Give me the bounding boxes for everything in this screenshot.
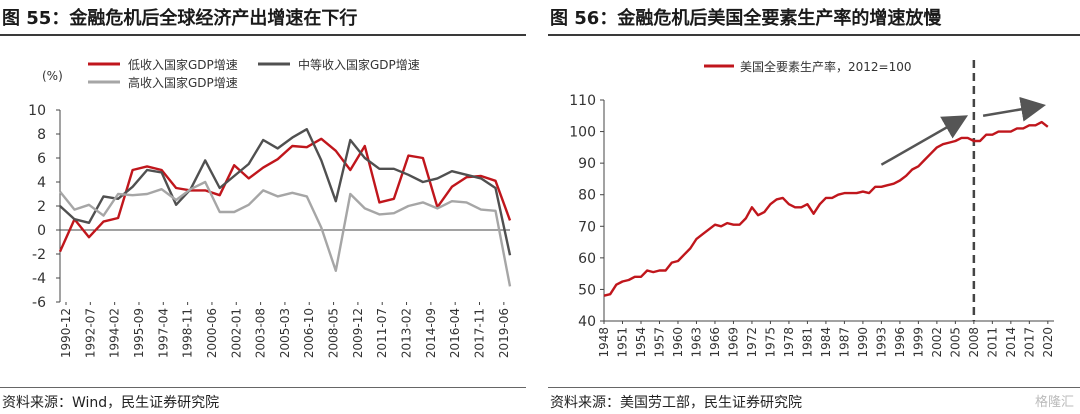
y-tick-label: 70 — [578, 219, 596, 235]
y-tick-label: 2 — [37, 199, 46, 215]
x-tick-label: 2011-07 — [375, 308, 389, 358]
left-chart-svg: -6 -4 -2 0 2 4 6 8 10 (%) 1990-12 1992-07 1994-02 199… — [28, 57, 512, 358]
x-tick-label: 1975 — [763, 327, 777, 358]
right-chart-title: 图 56：金融危机后美国全要素生产率的增速放慢 — [550, 8, 942, 29]
left-chart-title: 图 55：金融危机后全球经济产出增速在下行 — [2, 8, 358, 29]
x-tick-label: 1994-02 — [108, 308, 122, 358]
right-source-note: 资料来源：美国劳工部，民生证券研究院 — [550, 395, 802, 411]
x-tick-label: 1981 — [800, 327, 814, 358]
left-source-rule — [0, 387, 526, 388]
x-tick-label: 1999 — [911, 327, 925, 358]
x-tick-label: 2002 — [930, 327, 944, 358]
x-tick-label: 1966 — [708, 327, 722, 358]
series-line-1 — [58, 137, 512, 253]
x-tick-label: 1990 — [856, 327, 870, 358]
x-tick-label: 1984 — [819, 327, 833, 358]
x-tick-label: 1960 — [671, 327, 685, 358]
x-tick-label: 2017-11 — [473, 308, 487, 358]
x-tick-label: 2014 — [1004, 327, 1018, 358]
x-tick-label: 1948 — [597, 327, 611, 358]
x-tick-label: 2009-12 — [351, 308, 365, 358]
legend-label: 中等收入国家GDP增速 — [298, 57, 420, 72]
x-tick-label: 2017 — [1022, 327, 1036, 358]
left-chart-panel: 图 55：金融危机后全球经济产出增速在下行 -6 -4 -2 0 2 4 6 8 10 (%) 19… — [0, 0, 526, 414]
legend-label: 美国全要素生产率，2012=100 — [740, 59, 912, 74]
series-line-3 — [59, 180, 512, 287]
x-tick-label: 1998-11 — [181, 308, 195, 358]
y-tick-label: 110 — [569, 93, 596, 109]
x-tick-label: 2005-03 — [278, 308, 292, 358]
x-tick-label: 2008 — [967, 327, 981, 358]
x-tick-label: 2014-09 — [424, 308, 438, 358]
x-tick-label: 1993 — [874, 327, 888, 358]
x-tick-label: 1990-12 — [59, 308, 73, 358]
y-axis-unit-label: (%) — [42, 69, 63, 83]
series-line-2 — [59, 127, 512, 256]
x-tick-label: 1957 — [652, 327, 666, 358]
x-tick-label: 2003-08 — [254, 308, 268, 358]
y-tick-label: -6 — [32, 295, 46, 311]
x-tick-label: 2013-02 — [400, 308, 414, 358]
left-title-rule — [0, 34, 526, 36]
x-tick-label: 1987 — [837, 327, 851, 358]
x-tick-label: 2016-04 — [448, 308, 462, 358]
legend-label: 高收入国家GDP增速 — [128, 75, 238, 90]
y-tick-label: 4 — [37, 175, 46, 191]
tfp-series-line — [603, 120, 1049, 297]
x-tick-label: 2000-06 — [205, 308, 219, 358]
x-tick-label: 2020 — [1041, 327, 1055, 358]
x-tick-label: 2002-01 — [229, 308, 243, 358]
y-tick-label: 100 — [569, 125, 596, 141]
y-tick-label: 10 — [28, 103, 46, 119]
x-tick-label: 1954 — [634, 327, 648, 358]
watermark-logo: 格隆汇 — [1034, 395, 1074, 410]
x-tick-label: 2005 — [948, 327, 962, 358]
y-tick-label: 80 — [578, 188, 596, 204]
y-tick-label: -2 — [32, 247, 46, 263]
x-tick-label: 1992-07 — [83, 308, 97, 358]
x-tick-label: 1951 — [615, 327, 629, 358]
x-tick-label: 2019-06 — [497, 308, 511, 358]
y-tick-label: 40 — [578, 314, 596, 330]
y-tick-label: 60 — [578, 251, 596, 267]
x-tick-label: 1969 — [726, 327, 740, 358]
x-tick-label: 1972 — [745, 327, 759, 358]
y-tick-label: 90 — [578, 156, 596, 172]
x-tick-label: 2011 — [985, 327, 999, 358]
x-tick-label: 1996 — [893, 327, 907, 358]
x-tick-label: 1978 — [782, 327, 796, 358]
y-tick-label: -4 — [32, 271, 46, 287]
right-chart-panel: 图 56：金融危机后美国全要素生产率的增速放慢 40 50 60 70 80 90 100 1… — [548, 0, 1080, 414]
left-source-note: 资料来源：Wind，民生证券研究院 — [2, 395, 220, 411]
legend-label: 低收入国家GDP增速 — [128, 57, 238, 72]
x-tick-label: 1963 — [689, 327, 703, 358]
y-tick-label: 8 — [37, 127, 46, 143]
right-source-rule — [548, 387, 1080, 388]
right-title-rule — [548, 34, 1080, 36]
x-tick-label: 2008-05 — [327, 308, 341, 358]
trend-arrow-post-crisis — [982, 96, 1046, 122]
right-chart-svg: 40 50 60 70 80 90 100 110 1948 1951 1954 1957 1960 19… — [569, 59, 1055, 358]
x-tick-label: 1997-04 — [156, 308, 170, 358]
x-tick-label: 1995-09 — [132, 308, 146, 358]
x-tick-label: 2006-10 — [302, 308, 316, 358]
y-tick-label: 6 — [37, 151, 46, 167]
y-tick-label: 50 — [578, 282, 596, 298]
trend-arrow-pre-crisis — [880, 115, 969, 166]
y-tick-label: 0 — [37, 223, 46, 239]
